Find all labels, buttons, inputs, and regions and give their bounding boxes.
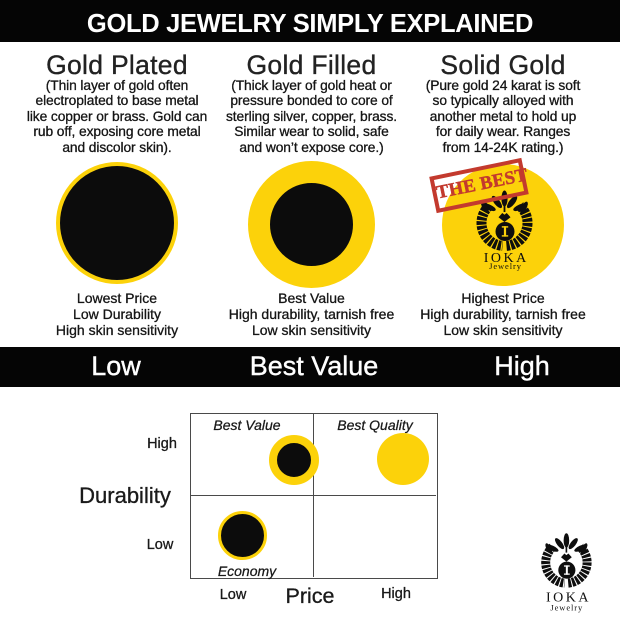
svg-text:Jewelry: Jewelry [550,603,583,613]
svg-text:Jewelry: Jewelry [489,261,522,271]
svg-text:IOKA: IOKA [546,590,591,605]
svg-text:IOKA: IOKA [484,251,529,266]
